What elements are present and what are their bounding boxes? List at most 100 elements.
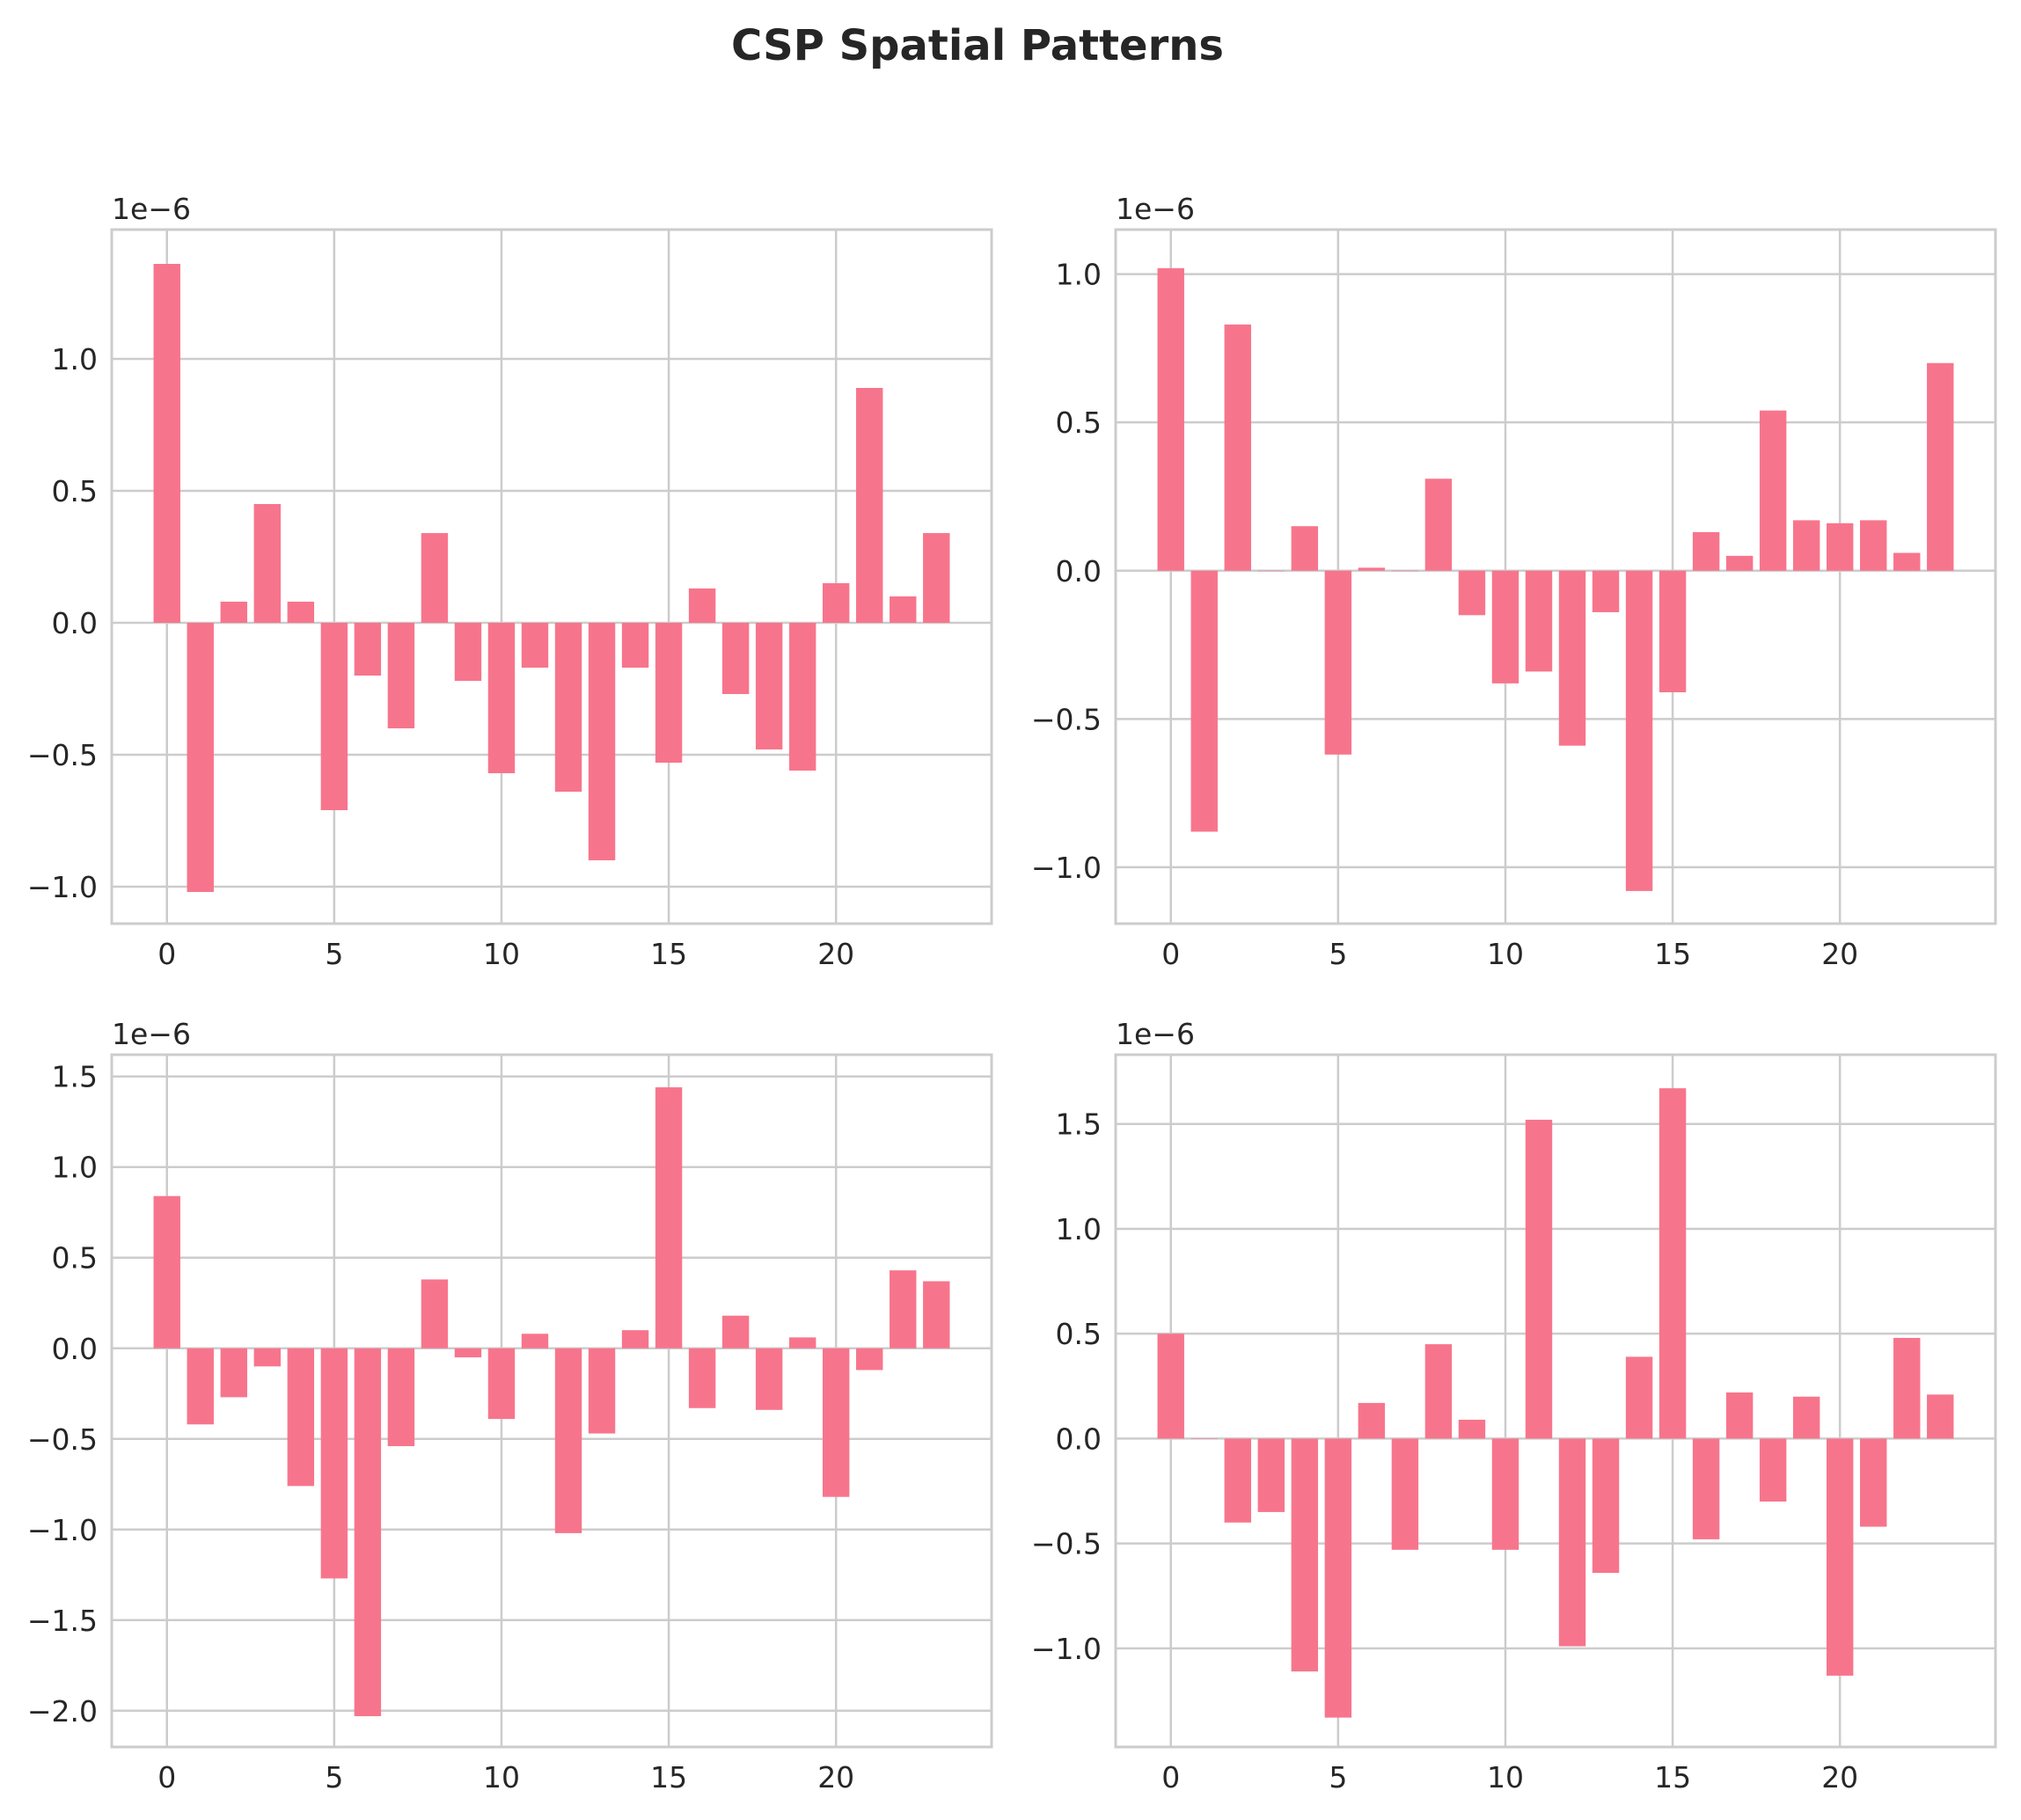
x-tick-label: 0: [1161, 1760, 1180, 1794]
bar: [554, 623, 582, 792]
y-tick-label: −2.0: [27, 1694, 98, 1729]
bar: [1826, 523, 1854, 571]
bar: [220, 1348, 247, 1398]
y-tick-label: 0.0: [1056, 554, 1102, 588]
bar: [153, 1195, 180, 1349]
bar: [1659, 1088, 1687, 1439]
bar: [1860, 1438, 1887, 1527]
bar: [287, 1348, 315, 1487]
bar: [788, 1337, 816, 1349]
x-tick-label: 15: [1654, 1760, 1691, 1794]
bar: [1291, 526, 1319, 571]
x-tick-label: 5: [1329, 1760, 1347, 1794]
bar: [1157, 267, 1184, 571]
bar: [755, 1348, 783, 1410]
axis-offset-label: 1e−6: [1116, 1017, 1195, 1051]
bar: [1692, 1438, 1720, 1539]
bar: [621, 1330, 649, 1349]
y-tick-label: −1.0: [27, 1513, 98, 1547]
bar: [1257, 1438, 1285, 1512]
bar: [521, 1334, 549, 1349]
x-tick-label: 20: [1821, 1760, 1858, 1794]
y-tick-label: 0.0: [52, 606, 98, 640]
bar: [588, 1348, 616, 1434]
bar: [1358, 1402, 1386, 1439]
bar: [1324, 570, 1352, 755]
bar: [1792, 1396, 1820, 1439]
bar: [822, 1348, 850, 1497]
bar: [1224, 1438, 1251, 1523]
bar: [1291, 1438, 1319, 1672]
bar: [890, 1270, 917, 1349]
y-tick-label: 1.0: [1056, 258, 1102, 292]
x-tick-label: 15: [1654, 937, 1691, 971]
x-tick-label: 5: [325, 937, 343, 971]
bar: [1558, 570, 1586, 746]
bar: [621, 623, 649, 668]
y-tick-label: 1.5: [52, 1060, 98, 1094]
x-tick-label: 20: [1821, 937, 1858, 971]
y-tick-label: 0.5: [1056, 406, 1102, 440]
bar: [1893, 552, 1921, 571]
bar: [923, 1281, 950, 1349]
y-tick-label: −1.0: [1031, 1632, 1102, 1666]
y-tick-label: −1.5: [27, 1604, 98, 1638]
bar: [1324, 1438, 1352, 1718]
subplot-bottom-right: 0 5 10 15 20 −1.0 −0.5 0.0 0.5 1.0 1.5 1e−6: [1031, 1017, 1997, 1794]
x-tick-label: 15: [650, 937, 687, 971]
bar: [721, 1315, 750, 1349]
bar: [554, 1348, 582, 1533]
bar: [1257, 570, 1285, 572]
bar: [856, 1348, 883, 1370]
y-tick-label: 1.0: [52, 1151, 98, 1185]
figure-title: CSP Spatial Patterns: [731, 21, 1224, 70]
bar: [1458, 570, 1486, 616]
bar: [1725, 1392, 1754, 1439]
bar: [923, 533, 950, 623]
bar: [1927, 362, 1954, 571]
subplot-bottom-left: 0 5 10 15 20 −2.0 −1.5 −1.0 −0.5 0.0 0.5 1.0 1.5 1e−6: [27, 1017, 993, 1794]
bar: [1792, 520, 1820, 571]
bar: [1491, 1438, 1519, 1550]
bar: [1424, 1344, 1453, 1439]
bar: [454, 623, 482, 681]
bar: [1860, 520, 1887, 571]
bar: [1391, 1438, 1419, 1550]
axes-frame: [1114, 1053, 1997, 1749]
bar: [320, 1348, 348, 1579]
bar: [354, 1348, 382, 1716]
y-tick-label: −1.0: [27, 870, 98, 904]
bar: [1190, 1438, 1218, 1439]
bar: [287, 602, 315, 623]
bar: [1558, 1438, 1586, 1647]
bar: [187, 1348, 214, 1425]
bar: [1358, 567, 1386, 571]
bar: [688, 1348, 716, 1408]
bar: [1692, 531, 1720, 571]
axis-offset-label: 1e−6: [112, 1017, 191, 1051]
bar: [1826, 1438, 1854, 1676]
bar: [856, 388, 883, 623]
y-tick-label: 1.0: [1056, 1212, 1102, 1246]
bar: [1491, 570, 1519, 683]
bar: [387, 1348, 415, 1447]
bar: [721, 623, 750, 694]
bar: [890, 596, 917, 623]
bar: [1893, 1337, 1921, 1439]
bar: [421, 533, 449, 623]
bar: [1424, 479, 1453, 571]
bar: [788, 623, 816, 771]
axis-offset-label: 1e−6: [112, 192, 191, 226]
bar: [1625, 1356, 1653, 1439]
bar: [354, 623, 382, 676]
x-tick-label: 5: [325, 1760, 343, 1794]
bar: [187, 623, 214, 892]
x-tick-label: 10: [483, 937, 520, 971]
bar: [1759, 1438, 1787, 1502]
y-tick-label: 0.5: [52, 1241, 98, 1275]
bar: [1725, 555, 1754, 571]
bar: [220, 602, 247, 623]
y-tick-label: 1.0: [52, 342, 98, 376]
x-tick-label: 0: [157, 1760, 176, 1794]
